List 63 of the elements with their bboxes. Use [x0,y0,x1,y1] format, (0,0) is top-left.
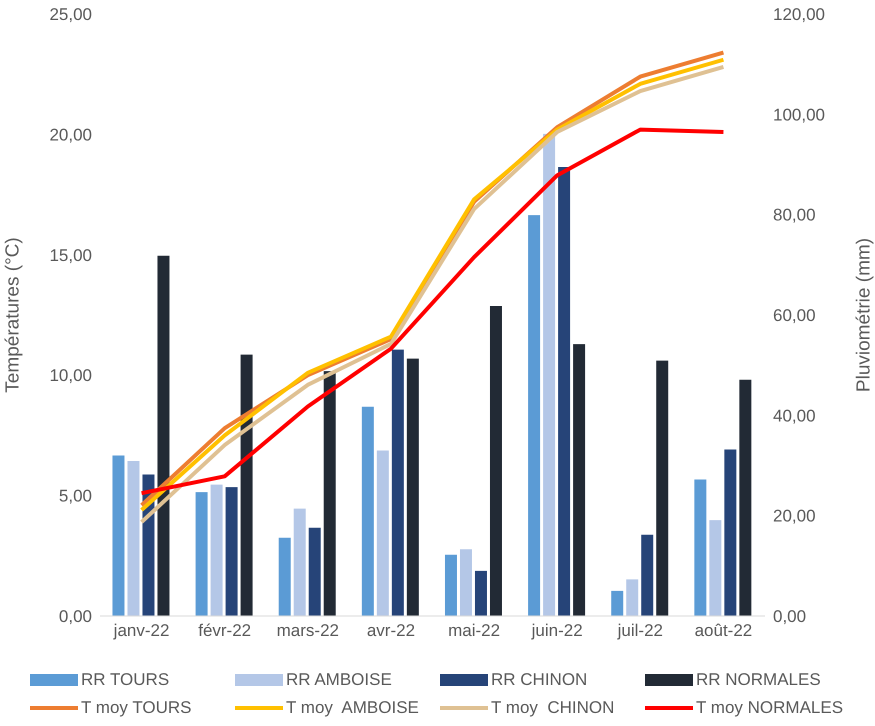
bar [724,449,736,616]
x-tick-label: mai-22 [448,621,500,640]
legend-label: T moy AMBOISE [286,698,419,718]
bar [558,167,570,616]
bar [308,528,321,616]
x-tick-label: janv-22 [112,621,170,640]
bar [543,134,556,616]
y-tick-label: 5,00 [58,486,92,506]
x-tick-label: août-22 [694,621,752,640]
legend-label: RR AMBOISE [286,670,392,690]
legend-label: T moy NORMALES [696,698,844,718]
bar [656,360,668,616]
bar [626,579,638,616]
y-tick-label: 20,00 [49,125,92,144]
bar [490,306,502,616]
y2-axis-title: Pluviométrie (mm) [854,238,875,392]
x-tick-label: févr-22 [198,621,252,640]
bar [611,590,624,616]
legend-label: RR TOURS [81,670,170,690]
bar [127,460,140,616]
legend-label: T moy CHINON [491,698,614,718]
bar [294,508,306,616]
bar [196,492,208,616]
bar [709,520,722,616]
legend-label: RR NORMALES [696,670,821,690]
y2-tick-label: 40,00 [773,406,816,426]
bar [694,480,706,616]
bar [112,455,124,616]
bar [226,487,238,616]
y-tick-label: 25,00 [49,5,92,24]
bar [376,450,389,616]
bar [324,371,336,616]
x-tick-label: juil-22 [616,621,663,640]
bar [406,358,419,616]
bar [444,554,457,616]
bar [460,549,472,616]
bar [157,256,170,616]
bar [528,215,540,616]
y-tick-label: 15,00 [49,246,92,265]
bar [641,534,654,616]
bar [392,350,404,616]
bar [210,484,223,616]
bar [573,344,586,616]
y2-tick-label: 100,00 [773,105,825,124]
bar [240,354,253,616]
bar [278,538,291,616]
y-tick-label: 10,00 [49,366,92,386]
x-tick-label: mars-22 [276,621,339,640]
y2-tick-label: 60,00 [773,306,816,326]
legend-label: T moy TOURS [81,698,192,718]
x-tick-label: avr-22 [366,621,416,640]
bar [739,380,752,616]
y2-tick-label: 20,00 [773,506,816,526]
y2-tick-label: 120,00 [773,5,825,24]
x-tick-label: juin-22 [530,621,583,640]
line-series [140,128,726,496]
y-axis-title: Températures (°C) [2,237,24,393]
y2-tick-label: 0,00 [773,607,806,626]
y2-tick-label: 80,00 [773,206,816,225]
bar [362,406,374,616]
bar [474,570,487,616]
y-tick-label: 0,00 [58,607,92,626]
legend-label: RR CHINON [491,670,588,690]
